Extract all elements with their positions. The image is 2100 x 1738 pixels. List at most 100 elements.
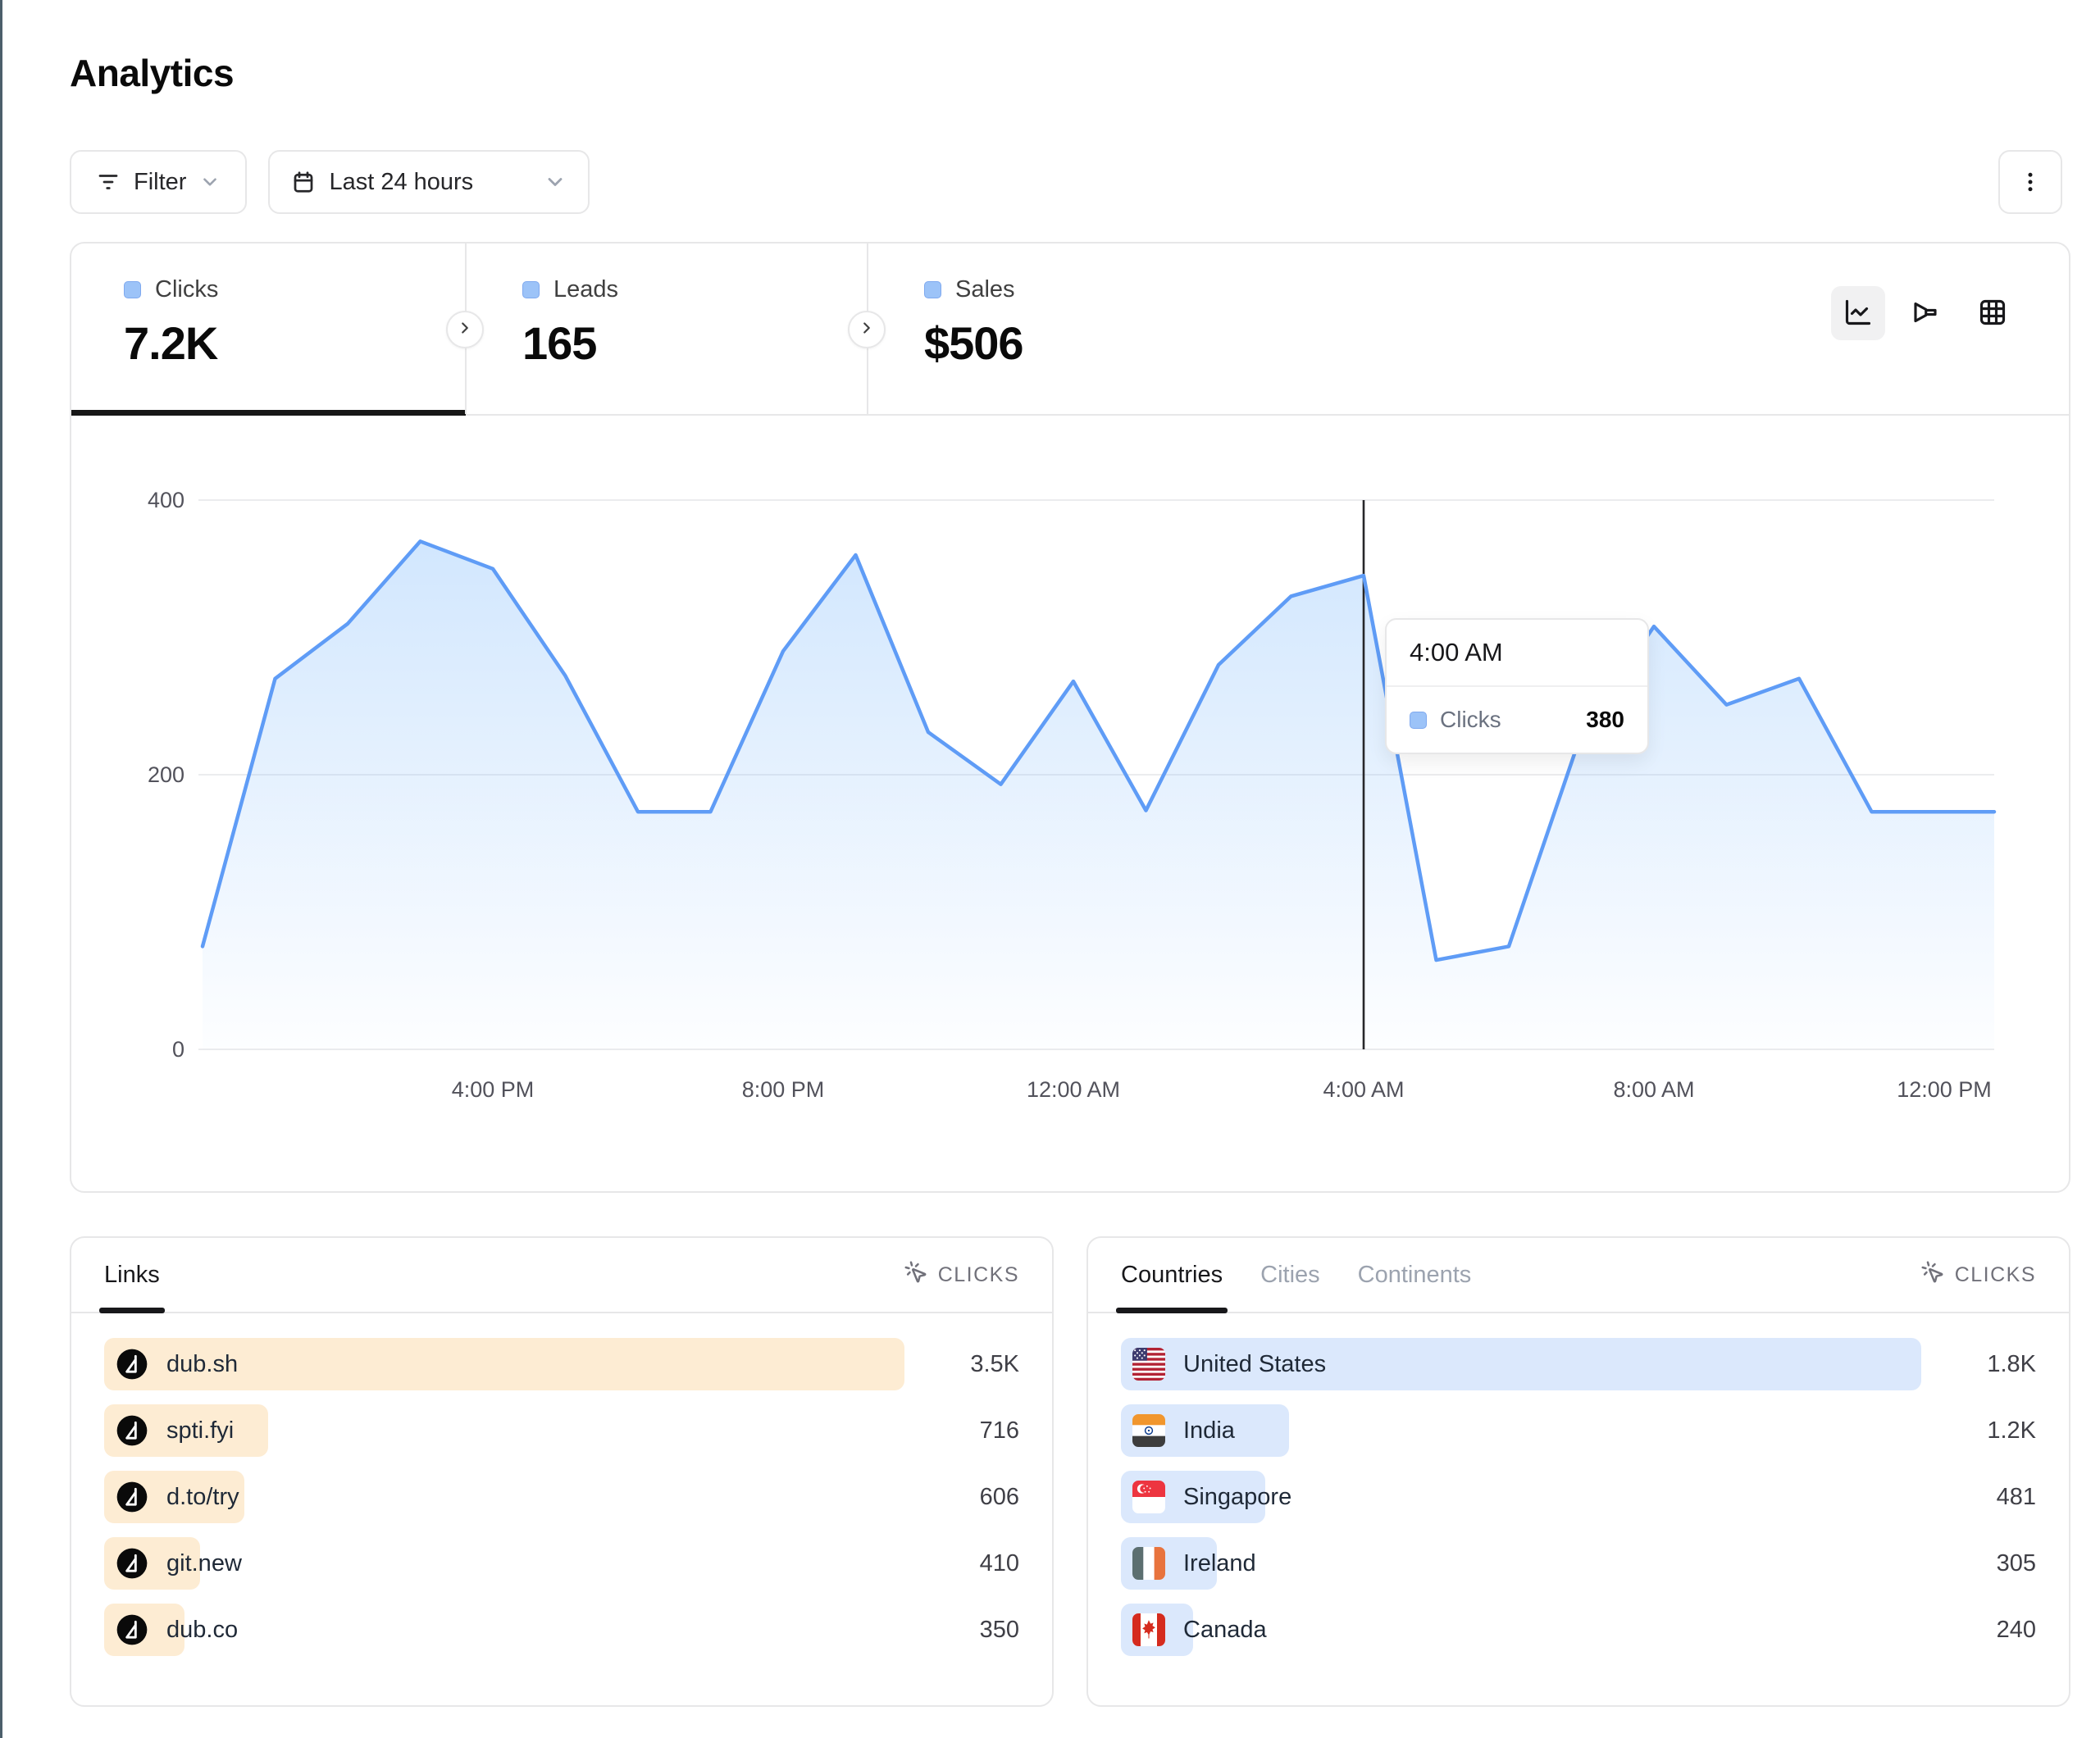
bar-track: d.to/try — [104, 1471, 904, 1523]
stat-value-leads: 165 — [522, 317, 597, 369]
tab-countries[interactable]: Countries — [1115, 1238, 1228, 1313]
links-metric-label: CLICKS — [937, 1263, 1019, 1286]
chevron-right-icon — [858, 319, 876, 341]
tooltip-series-swatch — [1410, 711, 1427, 729]
filter-button[interactable]: Filter — [70, 150, 248, 214]
bar-track: dub.sh — [104, 1338, 904, 1390]
item-label: India — [1183, 1417, 1235, 1444]
calendar-icon — [291, 170, 316, 194]
item-label: dub.sh — [166, 1350, 239, 1377]
value-bar — [1121, 1338, 1921, 1390]
item-label: dub.co — [166, 1616, 239, 1643]
list-item-d-to-try[interactable]: d.to/try 606 — [104, 1471, 1019, 1523]
item-label: Canada — [1183, 1616, 1267, 1643]
bar-track: Singapore — [1121, 1471, 1921, 1523]
x-axis-tick: 12:00 PM — [1897, 1077, 1992, 1102]
list-item-git-new[interactable]: git.new 410 — [104, 1537, 1019, 1590]
x-axis-tick: 12:00 AM — [1027, 1077, 1120, 1102]
item-value: 410 — [979, 1549, 1019, 1576]
tab-links[interactable]: Links — [99, 1238, 165, 1313]
list-item-dub-sh[interactable]: dub.sh 3.5K — [104, 1338, 1019, 1390]
stat-value-clicks: 7.2K — [124, 317, 218, 369]
item-value: 716 — [979, 1417, 1019, 1444]
item-label: spti.fyi — [166, 1417, 235, 1444]
list-item-dub-co[interactable]: dub.co 350 — [104, 1604, 1019, 1656]
us-flag-icon — [1132, 1348, 1165, 1381]
date-range-button[interactable]: Last 24 hours — [268, 150, 590, 214]
funnel-icon — [1911, 298, 1940, 330]
chart-canvas: 0 200 400 4:00 PM 8:00 PM 12:00 AM 4:00 AM 8:00… — [148, 488, 1997, 1102]
bar-track: spti.fyi — [104, 1404, 904, 1457]
chart-tooltip: 4:00 AM Clicks 380 — [1385, 618, 1649, 754]
item-label: d.to/try — [166, 1483, 239, 1510]
list-item-ireland[interactable]: Ireland 305 — [1121, 1537, 2036, 1590]
tab-cities[interactable]: Cities — [1260, 1261, 1320, 1288]
stat-tab-leads[interactable]: Leads 165 — [465, 243, 867, 414]
cursor-click-icon — [904, 1260, 928, 1290]
bar-track: India — [1121, 1404, 1921, 1457]
countries-list: United States 1.8K India 1.2K Singapore 481 Ir… — [1088, 1313, 2069, 1656]
links-panel: Links CLICKS dub.sh 3.5K spti.fyi 716 d.to/t… — [70, 1236, 1054, 1707]
item-value: 3.5K — [970, 1350, 1019, 1377]
value-bar — [104, 1338, 904, 1390]
sales-legend-swatch — [924, 281, 941, 298]
item-value: 1.2K — [1987, 1417, 2036, 1444]
list-item-united-states[interactable]: United States 1.8K — [1121, 1338, 2036, 1390]
item-value: 1.8K — [1987, 1350, 2036, 1377]
table-view-button[interactable] — [1966, 286, 2020, 340]
filter-lines-icon — [96, 170, 121, 194]
bar-track: Ireland — [1121, 1537, 1921, 1590]
line-chart-icon — [1843, 298, 1873, 330]
chevron-down-icon — [199, 171, 221, 193]
item-label: git.new — [166, 1549, 242, 1576]
list-item-india[interactable]: India 1.2K — [1121, 1404, 2036, 1457]
y-axis-tick: 400 — [148, 488, 184, 512]
ca-flag-icon — [1132, 1613, 1165, 1646]
list-item-singapore[interactable]: Singapore 481 — [1121, 1471, 2036, 1523]
toolbar: Filter Last 24 hours — [70, 150, 590, 214]
stat-tab-clicks[interactable]: Clicks 7.2K — [71, 243, 466, 416]
date-range-label: Last 24 hours — [329, 168, 474, 195]
list-item-canada[interactable]: Canada 240 — [1121, 1604, 2036, 1656]
chart-view-toggles — [1831, 286, 2020, 340]
chevron-right-icon — [456, 319, 474, 341]
tab-continents[interactable]: Continents — [1357, 1261, 1472, 1288]
dub-logo-icon — [116, 1613, 148, 1646]
stat-label: Sales — [955, 276, 1015, 303]
line-chart-view-button[interactable] — [1831, 286, 1885, 340]
item-value: 305 — [1996, 1549, 2036, 1576]
ie-flag-icon — [1132, 1547, 1165, 1580]
funnel-view-button[interactable] — [1898, 286, 1952, 340]
tooltip-time: 4:00 AM — [1387, 620, 1647, 687]
clicks-area-chart[interactable]: 0 200 400 4:00 PM 8:00 PM 12:00 AM 4:00 AM 8:00… — [71, 416, 2069, 1191]
item-label: Ireland — [1183, 1549, 1256, 1576]
sg-flag-icon — [1132, 1481, 1165, 1513]
active-stat-underline — [71, 410, 466, 416]
item-value: 240 — [1996, 1616, 2036, 1643]
x-axis-tick: 4:00 AM — [1323, 1077, 1404, 1102]
links-list: dub.sh 3.5K spti.fyi 716 d.to/try 606 git.new 4… — [71, 1313, 1052, 1656]
countries-metric-header[interactable]: CLICKS — [1920, 1260, 2036, 1290]
table-grid-icon — [1978, 298, 2007, 330]
clicks-area — [203, 541, 1994, 1049]
expand-clicks-button[interactable] — [446, 311, 484, 348]
countries-panel: Countries Cities Continents CLICKS United … — [1086, 1236, 2070, 1707]
expand-leads-button[interactable] — [848, 311, 886, 348]
leads-legend-swatch — [522, 281, 540, 298]
bar-track: United States — [1121, 1338, 1921, 1390]
stat-tab-sales[interactable]: Sales $506 — [867, 243, 1277, 414]
filter-button-label: Filter — [134, 168, 187, 195]
dub-logo-icon — [116, 1547, 148, 1580]
item-value: 350 — [979, 1616, 1019, 1643]
links-metric-header[interactable]: CLICKS — [904, 1260, 1019, 1290]
more-options-button[interactable] — [1998, 150, 2062, 214]
list-item-spti-fyi[interactable]: spti.fyi 716 — [104, 1404, 1019, 1457]
item-label: Singapore — [1183, 1483, 1292, 1510]
in-flag-icon — [1132, 1414, 1165, 1447]
y-axis-tick: 200 — [148, 762, 184, 787]
cursor-click-icon — [1920, 1260, 1945, 1290]
chevron-down-icon — [544, 171, 567, 193]
x-axis-tick: 8:00 PM — [742, 1077, 825, 1102]
stat-label: Leads — [553, 276, 619, 303]
y-axis-tick: 0 — [172, 1037, 184, 1062]
